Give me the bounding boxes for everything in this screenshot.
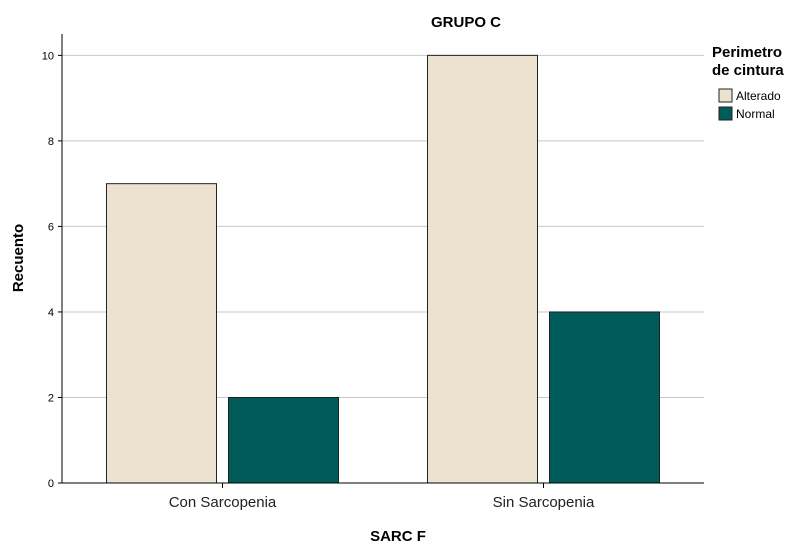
y-axis-title: Recuento bbox=[10, 224, 27, 292]
chart-title: GRUPO C bbox=[431, 14, 501, 31]
bar-alterado-2 bbox=[427, 54, 538, 484]
y-tick-label: 10 bbox=[42, 50, 54, 62]
x-tick-label: Sin Sarcopenia bbox=[493, 494, 595, 511]
y-tick-label: 4 bbox=[48, 307, 54, 319]
bar-normal-1 bbox=[228, 396, 339, 484]
legend: Perimetro de cintura Alterado Normal bbox=[712, 44, 784, 121]
x-axis-title: SARC F bbox=[370, 528, 426, 545]
bar-alterado-1 bbox=[106, 183, 217, 484]
x-tick-label: Con Sarcopenia bbox=[169, 494, 277, 511]
y-tick-label: 8 bbox=[48, 136, 54, 148]
bars bbox=[106, 54, 660, 484]
y-tick-labels: 0 2 4 6 8 10 bbox=[42, 50, 62, 490]
y-tick-label: 6 bbox=[48, 221, 54, 233]
y-tick-label: 0 bbox=[48, 478, 54, 490]
legend-swatch-alterado bbox=[718, 88, 733, 103]
legend-label-alterado: Alterado bbox=[736, 89, 781, 103]
legend-swatch-normal bbox=[718, 106, 733, 121]
legend-title-line-2: de cintura bbox=[712, 62, 784, 79]
legend-title-line-1: Perimetro bbox=[712, 44, 782, 61]
legend-label-normal: Normal bbox=[736, 107, 775, 121]
x-tick-labels: Con Sarcopenia Sin Sarcopenia bbox=[169, 483, 595, 511]
legend-items: Alterado Normal bbox=[718, 88, 781, 121]
axes bbox=[61, 34, 704, 484]
bar-normal-2 bbox=[549, 311, 660, 484]
y-tick-label: 2 bbox=[48, 392, 54, 404]
